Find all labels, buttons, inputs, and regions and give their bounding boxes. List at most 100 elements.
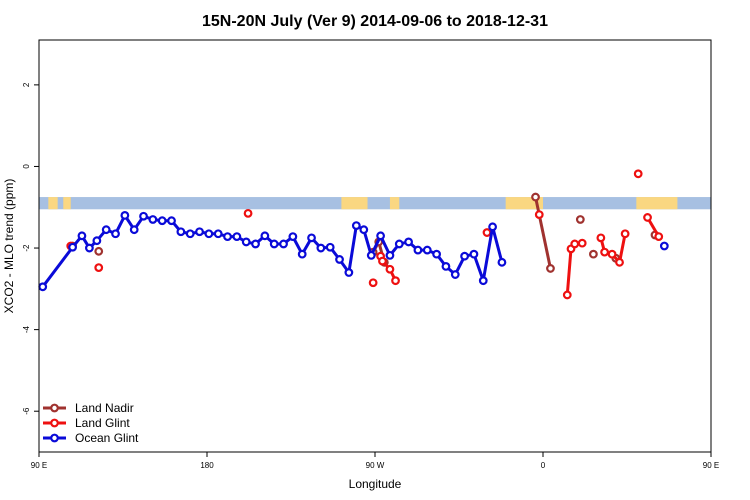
data-point [92,236,102,246]
data-point [659,241,669,251]
data-point [344,268,354,277]
data-point [654,232,664,242]
data-point [38,282,48,292]
data-point [643,213,652,222]
data-point [176,227,186,237]
data-point [269,239,279,249]
data-point [385,250,395,260]
data-point [148,215,158,224]
y-axis: 2 0 -2 -4 -6 [22,82,39,415]
data-point [615,257,624,267]
data-point [589,249,598,259]
x-tick-label: 90 W [366,461,385,470]
data-point [378,256,387,266]
data-point [596,233,606,243]
data-point [562,290,572,300]
data-point [157,216,167,226]
data-point [531,192,540,202]
x-axis: 90 E 180 90 W 0 90 E [31,452,719,470]
data-point [243,208,253,218]
map-ocean-band [39,197,711,210]
legend-label: Land Nadir [75,401,134,415]
data-point [232,232,242,242]
y-axis-label: XCO2 - MLO trend (ppm) [2,179,16,314]
y-tick-label: -4 [22,326,31,334]
x-axis-label: Longitude [349,477,402,491]
data-point [478,276,488,286]
data-point [368,278,378,288]
map-land-patch [636,197,678,210]
data-point [577,238,587,248]
legend-label: Ocean Glint [75,431,139,445]
map-land-patch [341,197,368,210]
y-tick-label: -6 [22,407,31,415]
legend-item-ocean-glint: Ocean Glint [43,431,139,445]
data-point [600,247,609,257]
data-point [167,216,176,226]
data-point [297,249,307,259]
data-point [351,221,361,231]
data-point [575,215,585,224]
data-point [633,169,643,179]
data-point [441,261,451,271]
data-point [94,246,104,256]
data-point [325,242,335,252]
data-point [385,264,395,274]
x-tick-label: 90 E [31,461,47,470]
y-tick-label: 0 [22,164,31,169]
data-point [129,225,139,235]
data-point [422,245,432,255]
data-point [335,255,344,264]
data-point [534,210,544,219]
data-point [376,231,386,241]
y-tick-label: 2 [22,82,31,87]
data-point [546,264,555,273]
data-point [620,229,630,239]
series-line [41,213,504,288]
data-point [77,231,87,241]
data-point [213,229,223,239]
series-land-glint [66,169,664,300]
data-point [460,251,470,261]
data-point [497,257,507,267]
x-tick-label: 0 [541,461,546,470]
data-point [185,229,195,239]
series-ocean-glint [38,211,669,292]
data-point [101,225,111,235]
data-point [404,237,414,247]
data-point [279,239,288,249]
legend-label: Land Glint [75,416,130,430]
data-point [307,233,316,243]
x-tick-label: 180 [200,461,214,470]
data-point [94,263,104,273]
data-point [316,243,326,253]
data-point [260,231,270,241]
data-point [288,232,298,242]
legend-item-land-glint: Land Glint [43,416,130,430]
data-point [482,228,492,237]
data-point [469,249,479,259]
data-point [204,229,214,239]
map-land-patch [63,197,71,210]
legend-item-land-nadir: Land Nadir [43,401,134,415]
data-point [111,229,120,239]
data-point [359,225,369,235]
map-strip [39,197,711,210]
data-point [413,245,423,255]
data-point [120,211,130,220]
series-layer [38,169,669,300]
data-point [139,211,148,221]
y-tick-label: -2 [22,244,31,252]
map-land-patch [48,197,58,210]
data-point [241,237,251,247]
data-point [607,249,617,259]
data-point [366,250,376,260]
map-land-patch [389,197,400,210]
data-point [195,227,204,237]
data-point [84,243,94,253]
data-point [394,239,404,249]
data-point [391,276,400,286]
series-line [534,196,552,269]
